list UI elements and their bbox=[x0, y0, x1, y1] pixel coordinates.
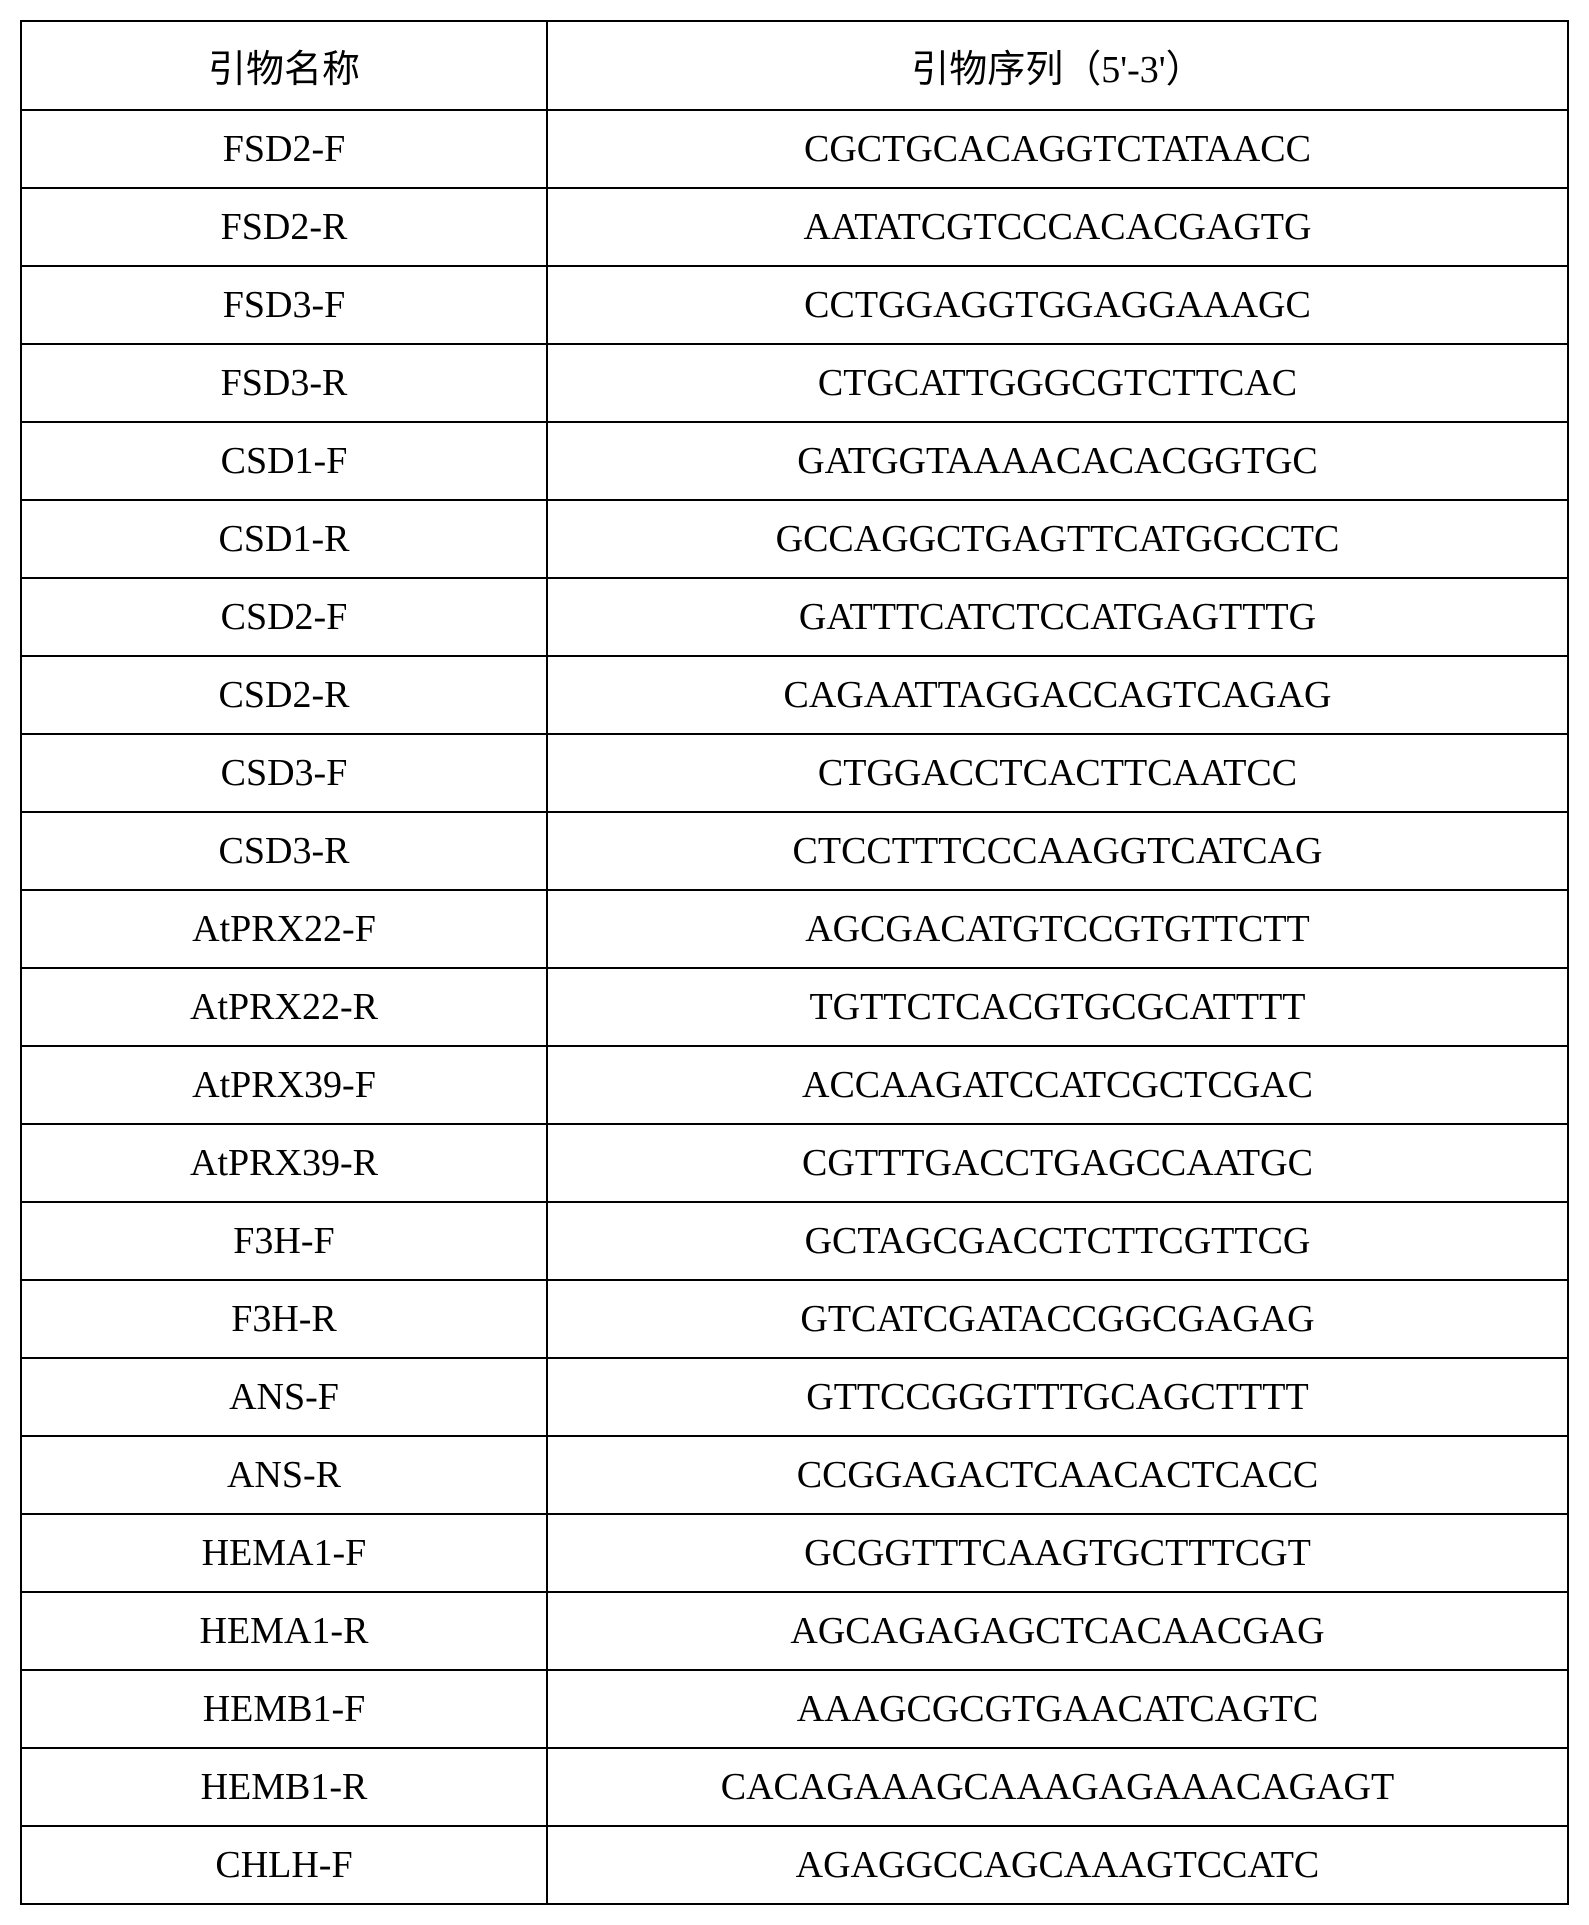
table-row: HEMA1-F GCGGTTTCAAGTGCTTTCGT bbox=[21, 1514, 1568, 1592]
table-row: FSD2-F CGCTGCACAGGTCTATAACC bbox=[21, 110, 1568, 188]
table-row: HEMB1-R CACAGAAAGCAAAGAGAAACAGAGT bbox=[21, 1748, 1568, 1826]
primer-name-cell: CSD3-F bbox=[21, 734, 547, 812]
primer-name-cell: F3H-R bbox=[21, 1280, 547, 1358]
primer-name-cell: ANS-R bbox=[21, 1436, 547, 1514]
primer-name-cell: FSD2-R bbox=[21, 188, 547, 266]
primer-sequence-cell: GTTCCGGGTTTGCAGCTTTT bbox=[547, 1358, 1568, 1436]
primer-name-cell: AtPRX39-R bbox=[21, 1124, 547, 1202]
primer-sequence-cell: CTGCATTGGGCGTCTTCAC bbox=[547, 344, 1568, 422]
table-row: AtPRX22-R TGTTCTCACGTGCGCATTTT bbox=[21, 968, 1568, 1046]
header-primer-sequence: 引物序列（5'-3'） bbox=[547, 21, 1568, 110]
table-row: AtPRX39-R CGTTTGACCTGAGCCAATGC bbox=[21, 1124, 1568, 1202]
table-row: CSD2-R CAGAATTAGGACCAGTCAGAG bbox=[21, 656, 1568, 734]
primer-sequence-cell: CAGAATTAGGACCAGTCAGAG bbox=[547, 656, 1568, 734]
table-row: FSD3-R CTGCATTGGGCGTCTTCAC bbox=[21, 344, 1568, 422]
primer-sequence-cell: CTGGACCTCACTTCAATCC bbox=[547, 734, 1568, 812]
table-row: F3H-F GCTAGCGACCTCTTCGTTCG bbox=[21, 1202, 1568, 1280]
table-row: CSD3-R CTCCTTTCCCAAGGTCATCAG bbox=[21, 812, 1568, 890]
primer-name-cell: CSD2-F bbox=[21, 578, 547, 656]
primer-name-cell: CSD1-F bbox=[21, 422, 547, 500]
primer-name-cell: AtPRX39-F bbox=[21, 1046, 547, 1124]
primer-sequence-cell: GCTAGCGACCTCTTCGTTCG bbox=[547, 1202, 1568, 1280]
primer-name-cell: FSD3-F bbox=[21, 266, 547, 344]
primer-sequence-cell: ACCAAGATCCATCGCTCGAC bbox=[547, 1046, 1568, 1124]
primer-name-cell: AtPRX22-R bbox=[21, 968, 547, 1046]
primer-sequence-cell: GATTTCATCTCCATGAGTTTG bbox=[547, 578, 1568, 656]
primer-name-cell: ANS-F bbox=[21, 1358, 547, 1436]
table-row: AtPRX39-F ACCAAGATCCATCGCTCGAC bbox=[21, 1046, 1568, 1124]
header-primer-name: 引物名称 bbox=[21, 21, 547, 110]
table-body: FSD2-F CGCTGCACAGGTCTATAACC FSD2-R AATAT… bbox=[21, 110, 1568, 1904]
primer-sequence-cell: CGCTGCACAGGTCTATAACC bbox=[547, 110, 1568, 188]
primer-table: 引物名称 引物序列（5'-3'） FSD2-F CGCTGCACAGGTCTAT… bbox=[20, 20, 1569, 1905]
primer-name-cell: FSD2-F bbox=[21, 110, 547, 188]
primer-name-cell: AtPRX22-F bbox=[21, 890, 547, 968]
primer-sequence-cell: GTCATCGATACCGGCGAGAG bbox=[547, 1280, 1568, 1358]
primer-name-cell: HEMA1-F bbox=[21, 1514, 547, 1592]
table-row: FSD2-R AATATCGTCCCACACGAGTG bbox=[21, 188, 1568, 266]
primer-name-cell: HEMB1-F bbox=[21, 1670, 547, 1748]
table-row: CSD2-F GATTTCATCTCCATGAGTTTG bbox=[21, 578, 1568, 656]
table-row: FSD3-F CCTGGAGGTGGAGGAAAGC bbox=[21, 266, 1568, 344]
primer-sequence-cell: GATGGTAAAACACACGGTGC bbox=[547, 422, 1568, 500]
primer-sequence-cell: TGTTCTCACGTGCGCATTTT bbox=[547, 968, 1568, 1046]
table-row: AtPRX22-F AGCGACATGTCCGTGTTCTT bbox=[21, 890, 1568, 968]
primer-name-cell: HEMA1-R bbox=[21, 1592, 547, 1670]
primer-name-cell: CSD1-R bbox=[21, 500, 547, 578]
primer-sequence-cell: AGAGGCCAGCAAAGTCCATC bbox=[547, 1826, 1568, 1904]
table-row: ANS-F GTTCCGGGTTTGCAGCTTTT bbox=[21, 1358, 1568, 1436]
primer-sequence-cell: GCGGTTTCAAGTGCTTTCGT bbox=[547, 1514, 1568, 1592]
primer-sequence-cell: CCTGGAGGTGGAGGAAAGC bbox=[547, 266, 1568, 344]
primer-name-cell: HEMB1-R bbox=[21, 1748, 547, 1826]
primer-sequence-cell: AAAGCGCGTGAACATCAGTC bbox=[547, 1670, 1568, 1748]
table-row: CSD1-R GCCAGGCTGAGTTCATGGCCTC bbox=[21, 500, 1568, 578]
primer-sequence-cell: AATATCGTCCCACACGAGTG bbox=[547, 188, 1568, 266]
table-row: ANS-R CCGGAGACTCAACACTCACC bbox=[21, 1436, 1568, 1514]
table-row: CSD1-F GATGGTAAAACACACGGTGC bbox=[21, 422, 1568, 500]
primer-name-cell: CSD2-R bbox=[21, 656, 547, 734]
primer-sequence-cell: CGTTTGACCTGAGCCAATGC bbox=[547, 1124, 1568, 1202]
primer-sequence-cell: CCGGAGACTCAACACTCACC bbox=[547, 1436, 1568, 1514]
table-row: F3H-R GTCATCGATACCGGCGAGAG bbox=[21, 1280, 1568, 1358]
primer-name-cell: CHLH-F bbox=[21, 1826, 547, 1904]
table-row: CSD3-F CTGGACCTCACTTCAATCC bbox=[21, 734, 1568, 812]
primer-sequence-cell: CACAGAAAGCAAAGAGAAACAGAGT bbox=[547, 1748, 1568, 1826]
table-row: HEMA1-R AGCAGAGAGCTCACAACGAG bbox=[21, 1592, 1568, 1670]
primer-sequence-cell: AGCGACATGTCCGTGTTCTT bbox=[547, 890, 1568, 968]
primer-name-cell: FSD3-R bbox=[21, 344, 547, 422]
primer-sequence-cell: AGCAGAGAGCTCACAACGAG bbox=[547, 1592, 1568, 1670]
table-header-row: 引物名称 引物序列（5'-3'） bbox=[21, 21, 1568, 110]
table-row: HEMB1-F AAAGCGCGTGAACATCAGTC bbox=[21, 1670, 1568, 1748]
primer-sequence-cell: GCCAGGCTGAGTTCATGGCCTC bbox=[547, 500, 1568, 578]
primer-name-cell: F3H-F bbox=[21, 1202, 547, 1280]
table-row: CHLH-F AGAGGCCAGCAAAGTCCATC bbox=[21, 1826, 1568, 1904]
primer-sequence-cell: CTCCTTTCCCAAGGTCATCAG bbox=[547, 812, 1568, 890]
primer-name-cell: CSD3-R bbox=[21, 812, 547, 890]
